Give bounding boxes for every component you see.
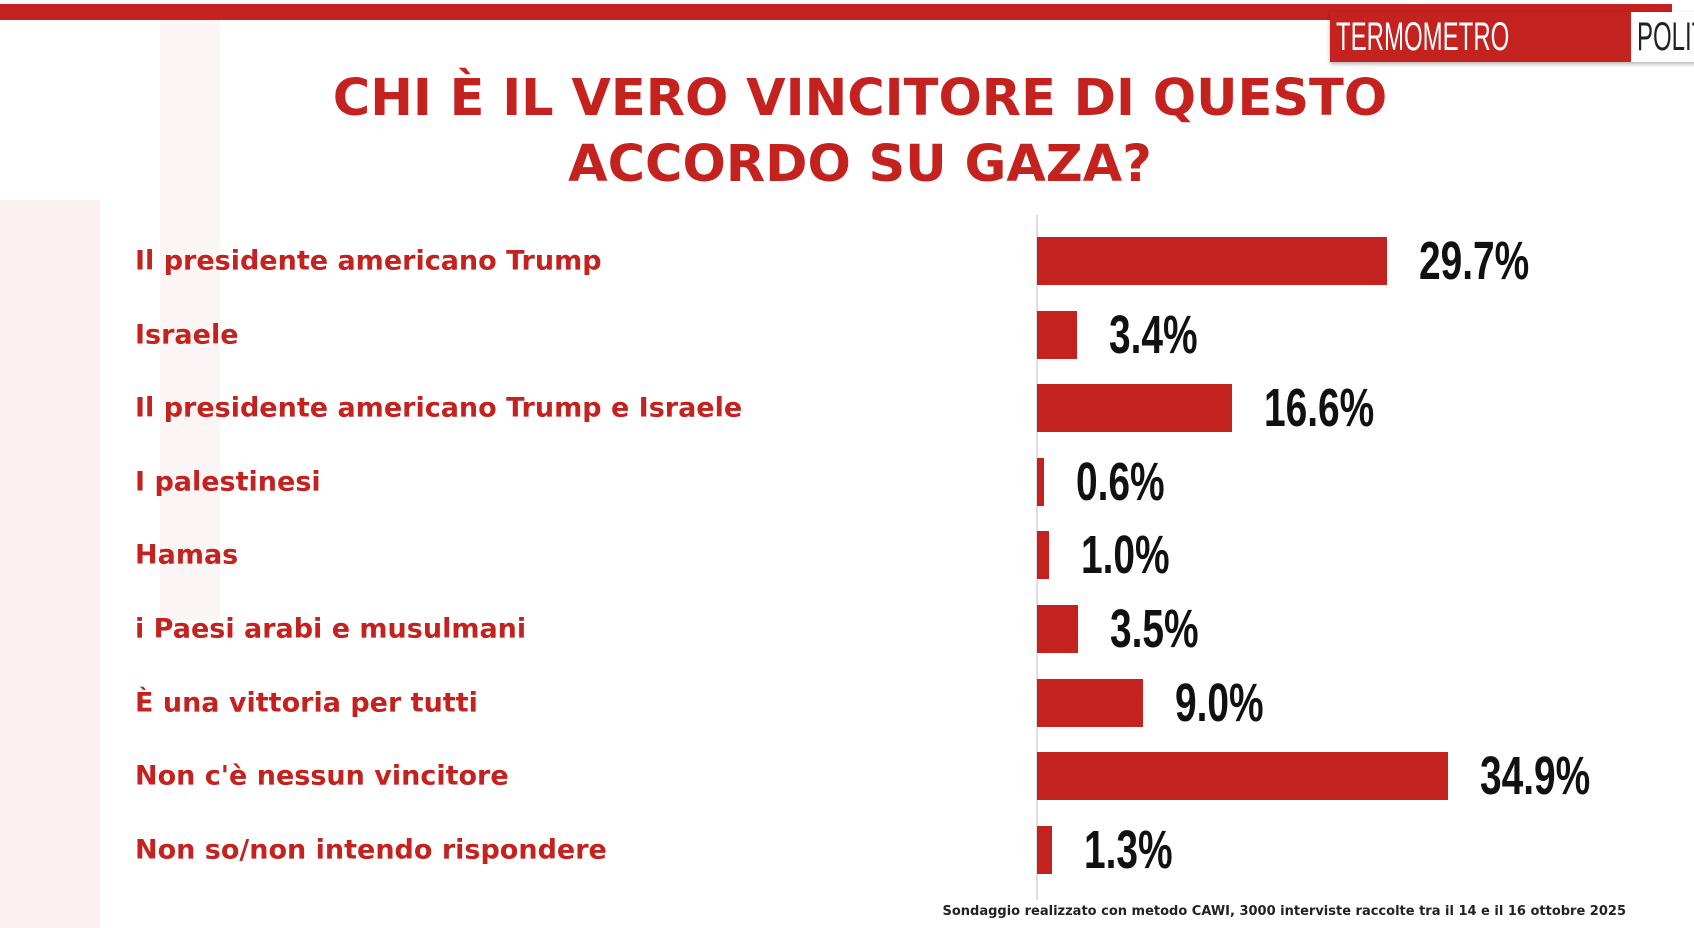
- footer-note: Sondaggio realizzato con metodo CAWI, 30…: [942, 904, 1626, 919]
- watermark: [160, 20, 220, 620]
- value-label: 0.6%: [1076, 451, 1165, 512]
- title-line-1: CHI È IL VERO VINCITORE DI QUESTO: [332, 69, 1388, 128]
- bar: [1037, 457, 1045, 506]
- value-label: 29.7%: [1418, 231, 1529, 291]
- value-label: 1.3%: [1084, 819, 1173, 880]
- logo-part2: POLITICO: [1636, 15, 1694, 59]
- bar: [1037, 531, 1049, 580]
- logo-part1: TERMOMETRO: [1336, 15, 1510, 59]
- bar: [1037, 310, 1078, 359]
- logo: TERMOMETRO POLITICO: [1330, 12, 1694, 62]
- chart-title: CHI È IL VERO VINCITORE DI QUESTO ACCORD…: [260, 66, 1460, 198]
- category-label: Il presidente americano Trump e Israele: [135, 392, 743, 424]
- category-label: i Paesi arabi e musulmani: [135, 613, 527, 645]
- category-label: Hamas: [135, 539, 239, 571]
- bar: [1037, 384, 1233, 433]
- value-label: 16.6%: [1264, 378, 1375, 439]
- value-label: 1.0%: [1080, 525, 1170, 586]
- bar: [1037, 825, 1053, 874]
- top-bar: [0, 4, 1672, 20]
- category-label: Non so/non intendo rispondere: [135, 834, 607, 866]
- title-line-2: ACCORDO SU GAZA?: [568, 135, 1152, 194]
- value-label: 3.5%: [1110, 599, 1199, 659]
- bar: [1037, 678, 1143, 727]
- value-label: 34.9%: [1480, 746, 1591, 807]
- category-label: Il presidente americano Trump: [135, 245, 602, 277]
- bar: [1037, 605, 1079, 653]
- watermark: [0, 200, 100, 928]
- category-label: I palestinesi: [135, 466, 321, 498]
- category-label: È una vittoria per tutti: [135, 687, 478, 719]
- bar: [1037, 237, 1387, 285]
- bar: [1037, 752, 1448, 801]
- category-label: Non c'è nessun vincitore: [135, 760, 509, 792]
- category-label: Israele: [135, 319, 239, 351]
- value-label: 9.0%: [1174, 672, 1264, 733]
- value-label: 3.4%: [1109, 304, 1198, 365]
